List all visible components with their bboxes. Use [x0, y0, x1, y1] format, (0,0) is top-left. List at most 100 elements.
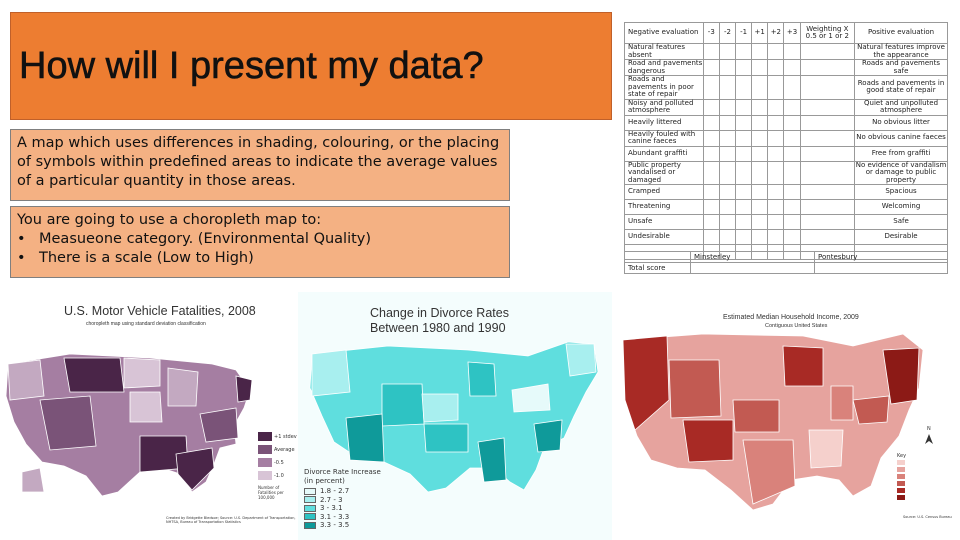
score-cell[interactable] — [718, 229, 737, 245]
table-row: Threatening Welcoming — [624, 199, 948, 215]
score-cell[interactable] — [751, 75, 769, 100]
legend-item: 3.3 - 3.5 — [304, 521, 349, 529]
score-cell[interactable] — [734, 199, 753, 215]
score-cell[interactable] — [783, 184, 801, 200]
score-cell[interactable] — [718, 98, 737, 116]
score-cell[interactable] — [718, 199, 737, 215]
score-cell[interactable] — [734, 160, 753, 185]
score-cell[interactable] — [767, 229, 785, 245]
score-cell[interactable] — [734, 145, 753, 162]
weighting-cell[interactable] — [799, 214, 856, 230]
score-cell[interactable] — [702, 184, 720, 200]
score-cell[interactable] — [783, 129, 801, 147]
map3-north-label: N — [927, 426, 931, 432]
negative-criterion: Natural features absent — [624, 43, 704, 60]
score-cell[interactable] — [783, 98, 801, 116]
score-cell[interactable] — [734, 43, 753, 60]
score-cell[interactable] — [751, 214, 769, 230]
map1-subtitle: choropleth map using standard deviation … — [86, 321, 206, 327]
score-cell[interactable] — [783, 229, 801, 245]
score-cell[interactable] — [783, 59, 801, 76]
score-cell[interactable] — [718, 184, 737, 200]
score-cell[interactable] — [718, 114, 737, 131]
score-cell[interactable] — [783, 160, 801, 185]
score-cell[interactable] — [783, 43, 801, 60]
score-cell[interactable] — [751, 160, 769, 185]
header-positive: Positive evaluation — [854, 22, 948, 44]
score-cell[interactable] — [767, 75, 785, 100]
score-cell[interactable] — [734, 59, 753, 76]
score-cell[interactable] — [718, 75, 737, 100]
score-cell[interactable] — [718, 43, 737, 60]
weighting-cell[interactable] — [799, 59, 856, 76]
score-cell[interactable] — [767, 59, 785, 76]
score-cell[interactable] — [718, 129, 737, 147]
score-cell[interactable] — [734, 214, 753, 230]
score-cell[interactable] — [702, 114, 720, 131]
score-cell[interactable] — [767, 184, 785, 200]
score-cell[interactable] — [718, 145, 737, 162]
score-cell[interactable] — [751, 129, 769, 147]
score-cell[interactable] — [767, 145, 785, 162]
score-cell[interactable] — [767, 114, 785, 131]
score-cell[interactable] — [718, 214, 737, 230]
weighting-cell[interactable] — [799, 98, 856, 116]
score-cell[interactable] — [702, 229, 720, 245]
score-cell[interactable] — [702, 129, 720, 147]
map2-legend-unit: (in percent) — [304, 477, 345, 485]
score-cell[interactable] — [702, 145, 720, 162]
score-cell[interactable] — [751, 114, 769, 131]
score-cell[interactable] — [783, 199, 801, 215]
score-cell[interactable] — [702, 160, 720, 185]
weighting-cell[interactable] — [799, 114, 856, 131]
score-cell[interactable] — [702, 59, 720, 76]
score-cell[interactable] — [702, 98, 720, 116]
score-cell[interactable] — [751, 199, 769, 215]
weighting-cell[interactable] — [799, 129, 856, 147]
score-cell[interactable] — [734, 129, 753, 147]
score-cell[interactable] — [702, 43, 720, 60]
score-cell[interactable] — [734, 114, 753, 131]
score-cell[interactable] — [767, 160, 785, 185]
score-cell[interactable] — [751, 59, 769, 76]
weighting-cell[interactable] — [799, 160, 856, 185]
north-arrow-icon — [925, 434, 933, 444]
score-cell[interactable] — [734, 98, 753, 116]
weighting-cell[interactable] — [799, 75, 856, 100]
negative-criterion: Public property vandalised or damaged — [624, 160, 704, 185]
weighting-cell[interactable] — [799, 43, 856, 60]
legend-swatch — [304, 513, 316, 520]
score-cell[interactable] — [767, 199, 785, 215]
score-cell[interactable] — [718, 59, 737, 76]
legend-item: 3.1 - 3.3 — [304, 513, 349, 521]
score-cell[interactable] — [783, 75, 801, 100]
weighting-cell[interactable] — [799, 145, 856, 162]
score-cell[interactable] — [783, 145, 801, 162]
weighting-cell[interactable] — [799, 199, 856, 215]
score-cell[interactable] — [751, 98, 769, 116]
score-cell[interactable] — [751, 229, 769, 245]
score-cell[interactable] — [751, 184, 769, 200]
score-cell[interactable] — [767, 129, 785, 147]
score-cell[interactable] — [734, 184, 753, 200]
score-cell[interactable] — [718, 160, 737, 185]
score-cell[interactable] — [702, 199, 720, 215]
weighting-cell[interactable] — [799, 184, 856, 200]
score-cell[interactable] — [767, 98, 785, 116]
score-cell[interactable] — [734, 229, 753, 245]
map1-graphic — [5, 353, 272, 497]
score-cell[interactable] — [702, 75, 720, 100]
score-cell[interactable] — [751, 145, 769, 162]
score-cell[interactable] — [783, 114, 801, 131]
score-cell[interactable] — [767, 214, 785, 230]
environmental-evaluation-table: Negative evaluation -3 -2 -1 +1 +2 +3 We… — [624, 22, 948, 260]
score-cell[interactable] — [783, 214, 801, 230]
score-cell[interactable] — [751, 43, 769, 60]
negative-criterion: Roads and pavements in poor state of rep… — [624, 75, 704, 100]
negative-criterion: Undesirable — [624, 229, 704, 245]
weighting-cell[interactable] — [799, 229, 856, 245]
legend-label: 3.3 - 3.5 — [320, 521, 350, 529]
score-cell[interactable] — [702, 214, 720, 230]
score-cell[interactable] — [734, 75, 753, 100]
score-cell[interactable] — [767, 43, 785, 60]
